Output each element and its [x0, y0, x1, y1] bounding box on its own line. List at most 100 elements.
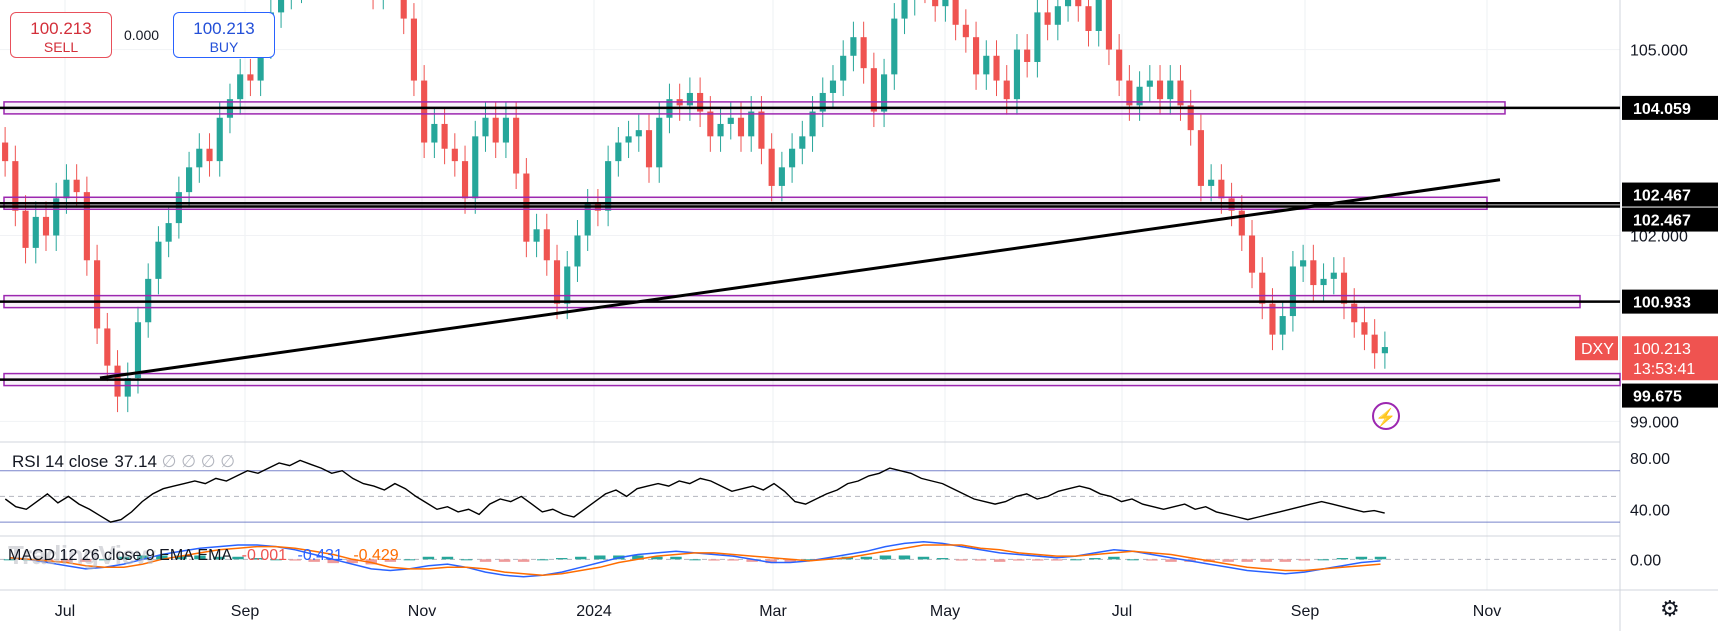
sell-price: 100.213: [30, 19, 92, 38]
macd-histogram-bar: [1070, 559, 1082, 561]
tradingview-watermark: TradingView: [8, 540, 156, 570]
rsi-circles: ∅ ∅ ∅ ∅: [161, 452, 236, 471]
macd-histogram-bar: [308, 559, 320, 562]
candle-body: [605, 161, 612, 211]
candle-body: [22, 210, 29, 248]
macd-histogram-bar: [3, 559, 16, 561]
candle-body: [400, 0, 407, 19]
macd-histogram-bar: [803, 559, 815, 561]
macd-histogram-bar: [1374, 556, 1387, 560]
candle-body: [543, 229, 550, 261]
price-tick-label: 99.000: [1630, 414, 1679, 431]
macd-histogram-bar: [1089, 558, 1101, 560]
buy-label: BUY: [209, 39, 239, 55]
sell-button[interactable]: 100.213 SELL: [10, 12, 112, 58]
macd-histogram-bar: [1127, 559, 1139, 561]
candle-body: [1034, 12, 1041, 62]
macd-histogram-bar: [232, 556, 244, 560]
candle-body: [441, 123, 448, 149]
candle-body: [492, 117, 499, 143]
candle-body: [799, 136, 806, 149]
macd-legend[interactable]: MACD 12 26 close 9 EMA EMA -0.001 -0.431…: [8, 547, 399, 565]
trendline: [99, 178, 1501, 380]
macd-label: MACD 12 26 close 9 EMA EMA: [8, 547, 232, 564]
candle-body: [32, 216, 39, 248]
candle-body: [1310, 260, 1317, 286]
candle-body: [278, 0, 285, 13]
macd-signal-line: [9, 544, 1381, 577]
macd-tick-label: 0.00: [1630, 552, 1661, 569]
macd-histogram-bar: [1241, 559, 1253, 562]
rsi-value: 37.14: [114, 452, 157, 471]
candle-body: [993, 55, 1000, 81]
settings-icon[interactable]: ⚙: [1660, 596, 1680, 621]
candle-body: [155, 241, 162, 279]
candle-body: [1177, 80, 1184, 106]
macd-histogram-bar: [993, 559, 1006, 562]
rsi-legend[interactable]: RSI 14 close 37.14 ∅ ∅ ∅ ∅: [12, 452, 235, 472]
level-label: 99.675: [1633, 389, 1682, 406]
candle-body: [1300, 260, 1307, 267]
candle-body: [1289, 266, 1296, 317]
macd-histogram-bar: [517, 559, 530, 562]
candle-body: [789, 148, 796, 168]
macd-histogram-bar: [213, 556, 225, 560]
macd-signal-value: -0.429: [353, 547, 399, 564]
last-price-label: 100.213: [1633, 341, 1691, 358]
macd-histogram-bar: [575, 556, 587, 560]
symbol-tag-box: [1575, 336, 1618, 361]
candle-body: [73, 179, 80, 193]
macd-histogram-bar: [917, 556, 930, 560]
macd-histogram-bar: [898, 555, 911, 560]
buy-button[interactable]: 100.213 BUY: [173, 12, 275, 58]
candle-body: [1330, 272, 1337, 279]
candle-body: [952, 0, 959, 25]
rsi-label: RSI 14 close: [12, 452, 109, 471]
time-tick-label: May: [930, 603, 960, 620]
level-label: 100.933: [1633, 295, 1691, 312]
candle-body: [196, 148, 203, 168]
candle-body: [410, 18, 417, 81]
rsi-tick-label: 40.00: [1630, 502, 1670, 519]
macd-histogram-bar: [1317, 559, 1330, 561]
candle-body: [727, 117, 734, 124]
candle-body: [962, 24, 969, 38]
macd-histogram-bar: [955, 559, 968, 561]
macd-histogram-bar: [1051, 559, 1063, 561]
time-tick-label: Jul: [55, 603, 75, 620]
candle-body: [625, 136, 632, 143]
candle-body: [584, 204, 591, 236]
macd-histogram-bar: [479, 559, 492, 562]
macd-histogram-bar: [498, 559, 511, 562]
macd-histogram-bar: [79, 559, 92, 562]
candle-body: [768, 148, 775, 186]
macd-histogram-bar: [1146, 559, 1158, 561]
macd-histogram-bar: [346, 559, 358, 564]
macd-histogram-bar: [632, 555, 644, 560]
macd-histogram-bar: [1108, 556, 1120, 560]
candle-body: [1208, 179, 1215, 186]
price-tick-label: 102.000: [1630, 228, 1688, 245]
candle-body: [257, 43, 264, 81]
candle-body: [891, 18, 898, 75]
candle-body: [502, 117, 509, 143]
lightning-icon[interactable]: ⚡: [1372, 402, 1400, 430]
candle-body: [1320, 278, 1327, 286]
candle-body: [553, 260, 561, 304]
macd-histogram-bar: [1032, 559, 1044, 561]
macd-histogram-bar: [670, 556, 682, 560]
macd-histogram-bar: [99, 559, 111, 561]
candle-body: [748, 111, 755, 137]
candle-body: [635, 130, 642, 137]
candle-body: [737, 117, 745, 137]
candle-body: [165, 223, 172, 242]
candle-body: [63, 179, 70, 199]
candle-body: [472, 136, 479, 199]
macd-histogram-bar: [1165, 559, 1177, 562]
macd-line-value: -0.431: [297, 547, 343, 564]
candle-body: [461, 161, 469, 199]
time-tick-label: Sep: [231, 603, 260, 620]
last-price-box: [1622, 336, 1718, 381]
